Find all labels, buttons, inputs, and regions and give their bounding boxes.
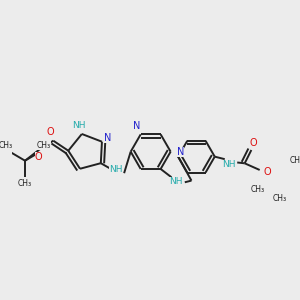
Text: NH: NH — [169, 177, 182, 186]
Text: NH: NH — [222, 160, 236, 169]
Text: CH₃: CH₃ — [18, 179, 32, 188]
Text: CH₃: CH₃ — [0, 141, 13, 150]
Text: N: N — [133, 121, 140, 131]
Text: NH: NH — [109, 165, 122, 174]
Text: O: O — [46, 128, 54, 137]
Text: CH₃: CH₃ — [289, 156, 300, 165]
Text: N: N — [104, 133, 111, 142]
Text: CH₃: CH₃ — [273, 194, 287, 203]
Text: O: O — [34, 152, 42, 161]
Text: N: N — [177, 147, 184, 157]
Text: CH₃: CH₃ — [251, 184, 265, 194]
Text: O: O — [249, 138, 257, 148]
Text: CH₃: CH₃ — [37, 141, 51, 150]
Text: NH: NH — [73, 121, 86, 130]
Text: O: O — [263, 167, 271, 177]
